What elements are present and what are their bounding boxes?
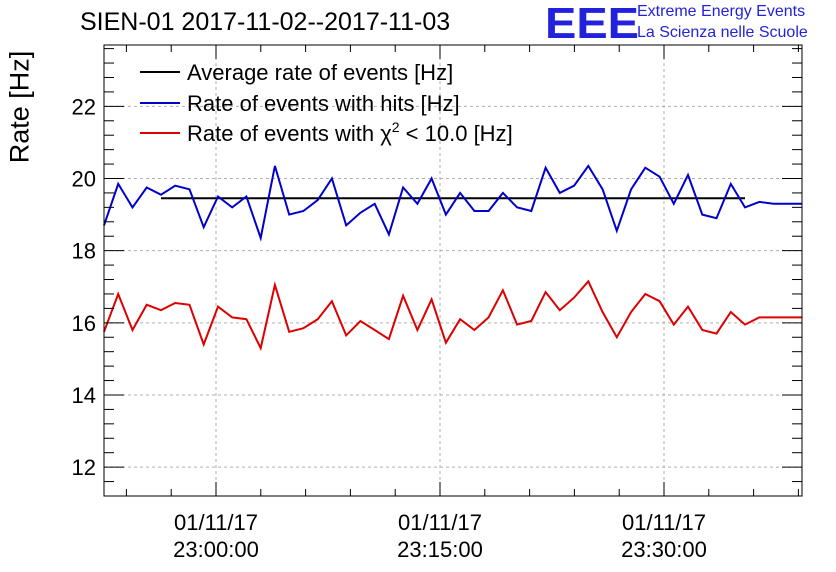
svg-text:EEE: EEE (545, 0, 639, 44)
chart-title: SIEN-01 2017-11-02--2017-11-03 (80, 8, 451, 36)
y-tick-label: 18 (72, 239, 96, 264)
series-lines (103, 164, 802, 352)
y-tick-label: 20 (72, 166, 96, 191)
logo-text-line1: Extreme Energy Events (637, 3, 806, 20)
y-tick-label: 16 (72, 311, 96, 336)
x-tick-label-date: 01/11/17 (398, 510, 482, 535)
legend: Average rate of events [Hz] Rate of event… (140, 60, 513, 146)
plot-frame (103, 44, 803, 497)
series-line-2 (103, 279, 802, 352)
legend-entry-1: Rate of events with hits [Hz] (187, 91, 460, 116)
y-tick-label: 22 (72, 94, 96, 119)
x-tick-label-time: 23:30:00 (621, 537, 707, 562)
grid-lines (104, 45, 802, 496)
x-tick-label-date: 01/11/17 (174, 510, 258, 535)
x-tick-label-time: 23:15:00 (397, 537, 483, 562)
y-tick-label: 14 (72, 383, 96, 408)
axes: 12141618202201/11/1723:00:0001/11/1723:1… (72, 44, 803, 562)
y-tick-label: 12 (72, 455, 96, 480)
x-tick-label-time: 23:00:00 (173, 537, 259, 562)
logo-text-line2: La Scienza nelle Scuole (637, 24, 808, 41)
eee-logo-icon: EEE (545, 0, 639, 44)
series-line-1 (103, 164, 802, 242)
legend-entry-0: Average rate of events [Hz] (187, 60, 453, 85)
legend-entry-2: Rate of events with χ2 < 10.0 [Hz] (187, 119, 513, 146)
x-tick-label-date: 01/11/17 (622, 510, 706, 535)
